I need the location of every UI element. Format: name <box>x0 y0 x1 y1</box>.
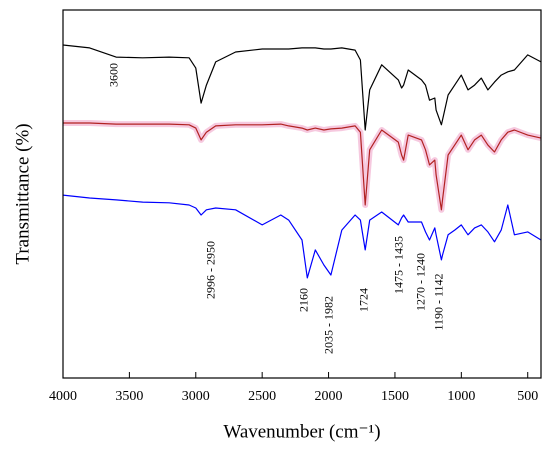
x-tick-label: 1500 <box>381 389 409 404</box>
annotation: 1190 - 1142 <box>431 273 445 330</box>
annotation: 1475 - 1435 <box>391 236 405 294</box>
x-tick-label: 500 <box>517 389 538 404</box>
line <box>63 122 542 211</box>
line <box>62 44 542 131</box>
annotation: 2996 - 2950 <box>203 241 217 299</box>
x-tick-label: 3500 <box>115 389 143 404</box>
y-axis-title: Transmittance (%) <box>12 123 33 264</box>
plot-frame <box>62 9 542 379</box>
annotation: 1724 <box>357 288 371 312</box>
annotation: 1270 - 1240 <box>413 253 427 311</box>
x-tick-label: 2000 <box>315 389 343 404</box>
x-axis-title: Wavenumber (cm⁻¹) <box>223 421 380 442</box>
x-tick-label: 2500 <box>248 389 276 404</box>
line-band <box>63 120 542 213</box>
x-tick-label: 1000 <box>447 389 475 404</box>
x-tick-label: 4000 <box>49 389 77 404</box>
annotation: 2160 <box>296 288 310 312</box>
line <box>62 194 542 279</box>
x-tick-label: 3000 <box>182 389 210 404</box>
annotation: 2035 - 1982 <box>322 296 336 354</box>
annotation: 3600 <box>107 63 121 87</box>
